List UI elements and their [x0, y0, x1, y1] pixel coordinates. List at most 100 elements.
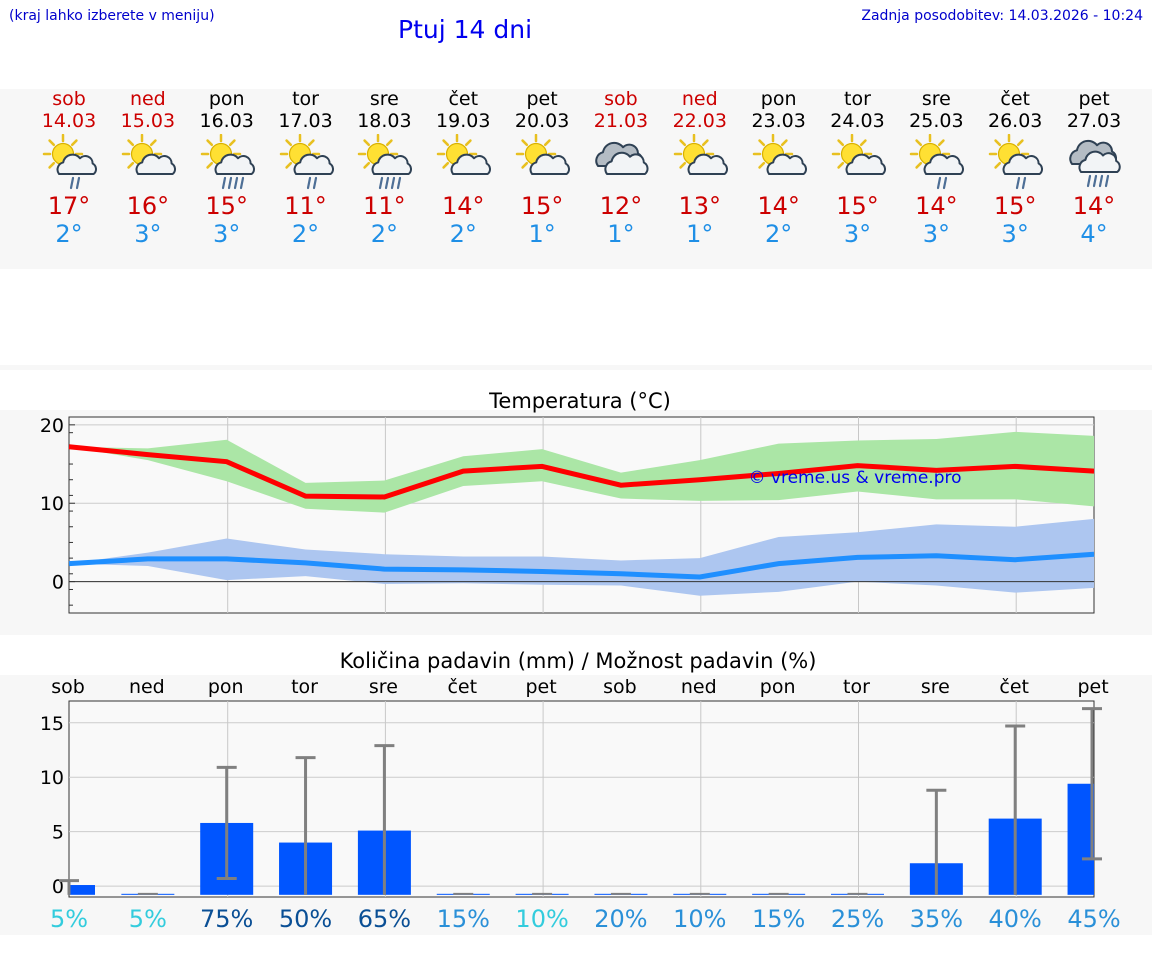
temperature-chart: Temperatura (°C) 0 10 20 © vreme.us & vrem…	[0, 389, 1152, 635]
precip-error-bar	[216, 765, 237, 880]
temperature-chart-title: Temperatura (°C)	[488, 389, 671, 413]
day-name: sre	[921, 88, 951, 110]
x-tick-label: pet	[1077, 676, 1108, 698]
y-tick-label: 10	[40, 493, 64, 515]
y-tick-label: 15	[40, 713, 64, 735]
max-temp: 17°	[47, 192, 91, 220]
precip-bar	[69, 885, 95, 895]
max-temp: 11°	[363, 192, 406, 220]
day-date: 19.03	[436, 110, 491, 132]
day-name: ned	[681, 88, 718, 110]
day-name: ned	[129, 88, 166, 110]
day-forecast: tor 24.03 15° 3°	[818, 88, 898, 248]
sun-cloud-heavy-rain-icon	[200, 134, 255, 190]
day-name: tor	[844, 88, 871, 110]
day-forecast: ned 15.03 16° 3°	[108, 88, 188, 248]
min-temp-line	[68, 551, 1095, 580]
min-temp: 2°	[449, 220, 477, 248]
day-forecast: pet 20.03 15° 1°	[502, 88, 582, 248]
x-tick-label: pon	[208, 676, 244, 698]
precip-bar	[1067, 783, 1094, 895]
day-name: sre	[369, 88, 399, 110]
min-temp: 2°	[291, 220, 320, 248]
day-forecast: ned 22.03 13° 1°	[660, 88, 740, 248]
day-date: 15.03	[120, 110, 176, 132]
x-tick-label: pon	[760, 676, 796, 698]
precip-error-bar	[295, 756, 316, 895]
day-date: 26.03	[987, 110, 1043, 132]
min-temp: 3°	[922, 220, 950, 248]
max-temp: 15°	[520, 192, 564, 220]
max-temp: 14°	[1072, 192, 1116, 220]
x-tick-label: tor	[843, 676, 870, 698]
forecast-strip	[0, 89, 1152, 269]
x-tick-label: ned	[681, 676, 717, 698]
day-forecast: pon 23.03 14° 2°	[739, 88, 819, 248]
y-tick-label: 10	[40, 767, 64, 789]
watermark: © vreme.us & vreme.pro	[748, 468, 961, 488]
precip-probability: 50%	[279, 905, 332, 933]
day-forecast: pet 27.03 14° 4°	[1054, 88, 1134, 248]
day-name: sob	[604, 88, 638, 110]
min-temp: 2°	[55, 220, 83, 248]
day-forecast: sob 14.03 17° 2°	[29, 88, 109, 248]
sun-cloud-icon	[515, 134, 571, 175]
max-temp: 14°	[915, 192, 958, 220]
precip-error-bar	[1082, 707, 1102, 861]
day-date: 25.03	[909, 110, 964, 132]
precip-error-bar	[1005, 724, 1026, 895]
day-forecast: čet 19.03 14° 2°	[423, 88, 503, 248]
day-date: 17.03	[278, 110, 333, 132]
precip-probability: 15%	[437, 905, 490, 933]
sun-cloud-icon	[752, 134, 807, 175]
min-temp: 3°	[843, 220, 872, 248]
precip-probability: 20%	[594, 905, 647, 933]
x-tick-label: ned	[129, 676, 165, 698]
day-forecast: tor 17.03 11° 2°	[266, 88, 346, 248]
sun-cloud-rain-icon	[42, 134, 97, 190]
max-temp: 15°	[205, 192, 248, 220]
precip-probability: 45%	[1067, 905, 1120, 933]
max-temp: 16°	[126, 192, 170, 220]
precip-probability: 75%	[200, 905, 253, 933]
max-temp: 11°	[284, 192, 327, 220]
cloud-rain-icon	[1069, 139, 1121, 188]
y-tick-label: 0	[52, 572, 64, 594]
sun-cloud-icon	[437, 134, 492, 175]
x-tick-label: tor	[291, 676, 318, 698]
sun-cloud-icon	[831, 134, 886, 175]
sun-cloud-icon	[673, 134, 728, 175]
precip-probability: 25%	[831, 905, 884, 933]
day-name: pet	[526, 88, 558, 110]
day-forecast: čet 26.03 15° 3°	[975, 88, 1055, 248]
day-name: sob	[52, 88, 86, 110]
min-temp: 1°	[686, 220, 714, 248]
day-name: čet	[448, 88, 479, 110]
precip-probability: 65%	[358, 905, 411, 933]
day-forecast: sre 18.03 11° 2°	[344, 88, 424, 248]
day-forecast: pon 16.03 15° 3°	[187, 88, 267, 248]
sun-cloud-heavy-rain-icon	[358, 134, 413, 190]
day-forecast: sob 21.03 12° 1°	[581, 88, 661, 248]
precip-probability: 5%	[129, 905, 167, 933]
day-date: 27.03	[1066, 110, 1122, 132]
last-update: Zadnja posodobitev: 14.03.2026 - 10:24	[861, 8, 1143, 24]
max-temp-range-band	[69, 431, 1095, 513]
day-date: 23.03	[751, 110, 806, 132]
precip-probability: 15%	[752, 905, 805, 933]
precipitation-chart-title: Količina padavin (mm) / Možnost padavin …	[340, 649, 817, 673]
min-temp: 1°	[607, 220, 635, 248]
precip-probability: 10%	[515, 905, 568, 933]
day-date: 21.03	[593, 110, 649, 132]
sun-cloud-rain-icon	[910, 134, 965, 190]
min-temp: 1°	[528, 220, 556, 248]
x-tick-label: sre	[921, 676, 950, 698]
min-temp: 2°	[370, 220, 399, 248]
max-temp: 12°	[599, 192, 643, 220]
min-temp: 2°	[765, 220, 793, 248]
max-temp: 14°	[757, 192, 800, 220]
location-hint[interactable]: (kraj lahko izberete v meniju)	[9, 8, 215, 24]
sun-cloud-rain-icon	[988, 134, 1044, 190]
min-temp: 3°	[213, 220, 241, 248]
day-forecast: sre 25.03 14° 3°	[896, 88, 976, 248]
